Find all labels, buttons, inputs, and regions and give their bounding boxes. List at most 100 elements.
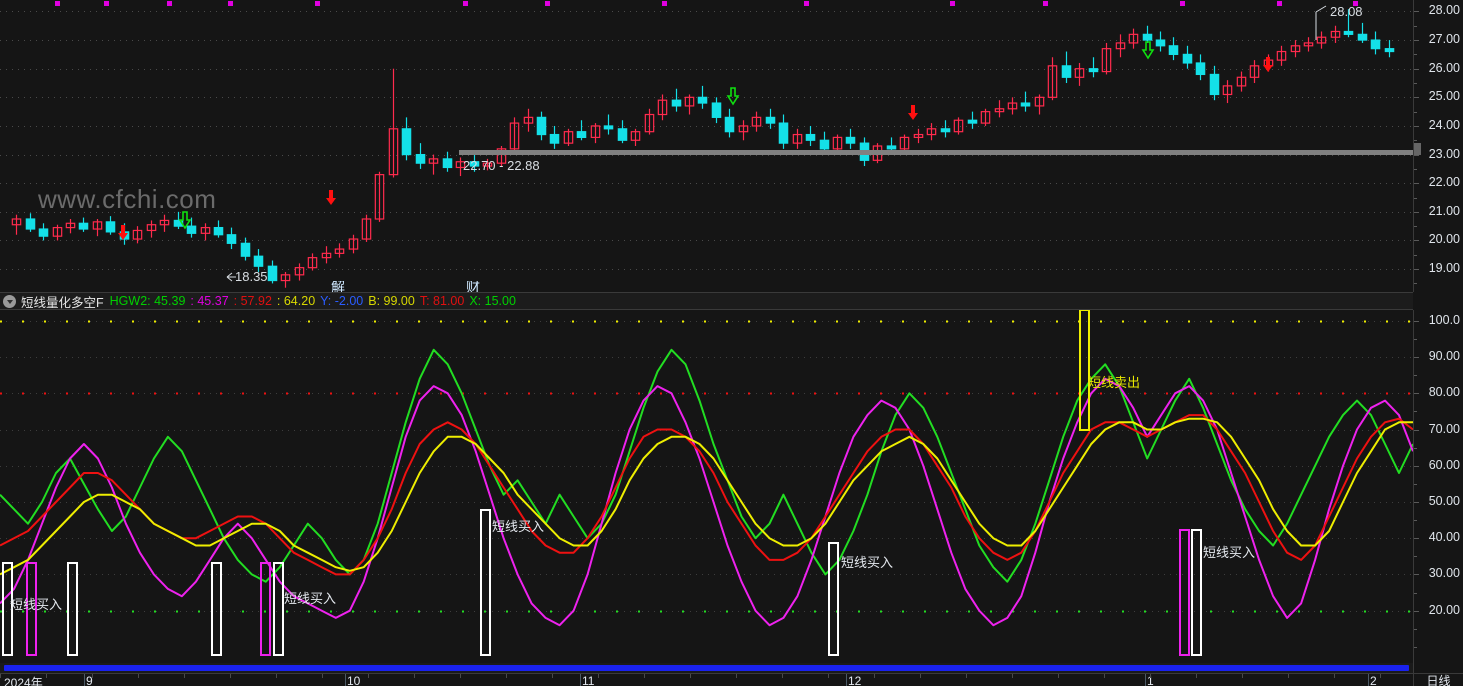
oscillator-value-axis[interactable]: 100.0 90.00 80.00 70.00 60.00 50.00 40.00 30.00… <box>1413 310 1463 665</box>
price-axis-minor-tick <box>1414 155 1417 156</box>
time-axis-label: 2024年 <box>4 676 43 686</box>
time-axis-tick <box>0 674 1 678</box>
price-axis-label: 26.00 <box>1428 60 1460 75</box>
price-axis-minor-tick <box>1414 112 1417 113</box>
horizontal-scrollbar-thumb[interactable] <box>4 665 1409 671</box>
oscillator-axis-minor-tick <box>1414 593 1417 594</box>
price-chart-canvas <box>0 1 1413 288</box>
price-high-tag: 28.08 <box>1330 4 1363 19</box>
time-axis-separator <box>345 674 346 686</box>
price-axis-minor-tick <box>1414 140 1417 141</box>
axis-corner-filler <box>1413 663 1463 673</box>
timeframe-label[interactable]: 日线 <box>1413 673 1463 686</box>
oscillator-axis-label: 60.00 <box>1428 457 1460 472</box>
indicator-header-bar[interactable]: 短线量化多空F HGW2: 45.39 : 45.37 : 57.92 : 64… <box>0 292 1413 310</box>
price-axis-label: 21.00 <box>1428 203 1460 218</box>
indicator-field-x: X: 15.00 <box>469 294 516 308</box>
price-chart-pane[interactable]: www.cfchi.com 28.08 22.70 - 22.88 18.35 <box>0 0 1413 292</box>
price-axis-label: 28.00 <box>1428 3 1460 18</box>
price-value-axis[interactable]: 28.00 27.00 26.00 25.00 24.00 23.00 22.00 21.00… <box>1413 0 1463 292</box>
indicator-field-t-label: T: <box>419 294 430 308</box>
indicator-field-t: T: 81.00 <box>420 294 465 308</box>
signal-label-buy-5: 短线买入 <box>1203 545 1256 560</box>
time-axis-tick <box>552 674 553 678</box>
time-axis-tick <box>690 674 691 678</box>
time-axis-tick <box>276 674 277 678</box>
time-axis-tick <box>1288 674 1289 678</box>
oscillator-axis-label: 50.00 <box>1428 493 1460 508</box>
price-axis-minor-tick <box>1414 255 1417 256</box>
time-axis-separator <box>580 674 581 686</box>
oscillator-axis-label: 80.00 <box>1428 385 1460 400</box>
price-axis-minor-tick <box>1414 26 1417 27</box>
oscillator-axis-label: 20.00 <box>1428 602 1460 617</box>
time-axis-label: 9 <box>86 674 93 686</box>
time-axis-tick <box>828 674 829 678</box>
time-axis-separator <box>84 674 85 686</box>
oscillator-axis-minor-tick <box>1414 629 1417 630</box>
time-axis-tick <box>1150 674 1151 678</box>
time-axis-label: 11 <box>582 674 595 686</box>
indicator-field-3-label: : <box>233 294 238 308</box>
oscillator-axis-minor-tick <box>1414 538 1417 539</box>
indicator-field-x-value: 15.00 <box>484 294 516 308</box>
signal-label-buy-4: 短线买入 <box>841 555 894 570</box>
price-axis-minor-tick <box>1414 11 1417 12</box>
time-axis-label: 12 <box>848 674 862 686</box>
time-axis-tick <box>966 674 967 678</box>
price-axis-minor-tick <box>1414 198 1417 199</box>
oscillator-axis-minor-tick <box>1414 611 1417 612</box>
price-axis-minor-tick <box>1414 226 1417 227</box>
oscillator-axis-minor-tick <box>1414 339 1417 340</box>
oscillator-pane[interactable]: 短线买入 短线买入 短线买入 短线买入 短线买入 短线卖出 <box>0 310 1413 665</box>
price-axis-minor-tick <box>1414 283 1417 284</box>
time-axis-tick <box>46 674 47 678</box>
price-axis-minor-tick <box>1414 269 1417 270</box>
time-axis-tick <box>644 674 645 678</box>
oscillator-axis-minor-tick <box>1414 357 1417 358</box>
price-axis-label: 23.00 <box>1428 146 1460 161</box>
indicator-field-2: : 45.37 <box>190 294 228 308</box>
time-axis-tick <box>322 674 323 678</box>
time-axis[interactable]: 2024年 9 10 11 12 1 2 <box>0 673 1413 686</box>
oscillator-axis-label: 30.00 <box>1428 566 1460 581</box>
chevron-down-circle-icon[interactable] <box>3 294 16 308</box>
oscillator-axis-minor-tick <box>1414 520 1417 521</box>
indicator-field-y-value: -2.00 <box>334 294 364 308</box>
oscillator-axis-minor-tick <box>1414 375 1417 376</box>
indicator-title: 短线量化多空F <box>21 295 104 310</box>
price-axis-minor-tick <box>1414 169 1417 170</box>
partial-glyph-jie: 解 <box>331 281 345 293</box>
time-axis-tick <box>598 674 599 678</box>
price-axis-minor-tick <box>1414 83 1417 84</box>
price-axis-minor-tick <box>1414 69 1417 70</box>
indicator-field-hgw2: HGW2: 45.39 <box>110 294 186 308</box>
indicator-field-hgw2-value: 45.39 <box>154 294 186 308</box>
time-axis-tick <box>368 674 369 678</box>
signal-label-sell-1: 短线卖出 <box>1088 375 1141 390</box>
price-axis-minor-tick <box>1414 54 1417 55</box>
price-axis-label: 20.00 <box>1428 232 1460 247</box>
partial-glyph-cai: 财 <box>466 281 480 293</box>
oscillator-axis-minor-tick <box>1414 393 1417 394</box>
time-axis-separator <box>1368 674 1369 686</box>
price-axis-scale-handle[interactable] <box>1414 143 1421 155</box>
indicator-field-3-value: 57.92 <box>240 294 272 308</box>
indicator-field-b-label: B: <box>368 294 381 308</box>
indicator-field-b-value: 99.00 <box>383 294 415 308</box>
horizontal-scrollbar-track[interactable] <box>0 663 1413 673</box>
oscillator-axis-minor-tick <box>1414 556 1417 557</box>
time-axis-tick <box>184 674 185 678</box>
oscillator-axis-minor-tick <box>1414 502 1417 503</box>
price-axis-label: 27.00 <box>1428 32 1460 47</box>
indicator-field-3: : 57.92 <box>234 294 272 308</box>
time-axis-separator <box>846 674 847 686</box>
price-axis-minor-tick <box>1414 97 1417 98</box>
time-axis-separator <box>1145 674 1146 686</box>
time-axis-tick <box>782 674 783 678</box>
time-axis-tick <box>1058 674 1059 678</box>
time-axis-label: 1 <box>1147 674 1154 686</box>
time-axis-tick <box>1334 674 1335 678</box>
oscillator-axis-minor-tick <box>1414 448 1417 449</box>
